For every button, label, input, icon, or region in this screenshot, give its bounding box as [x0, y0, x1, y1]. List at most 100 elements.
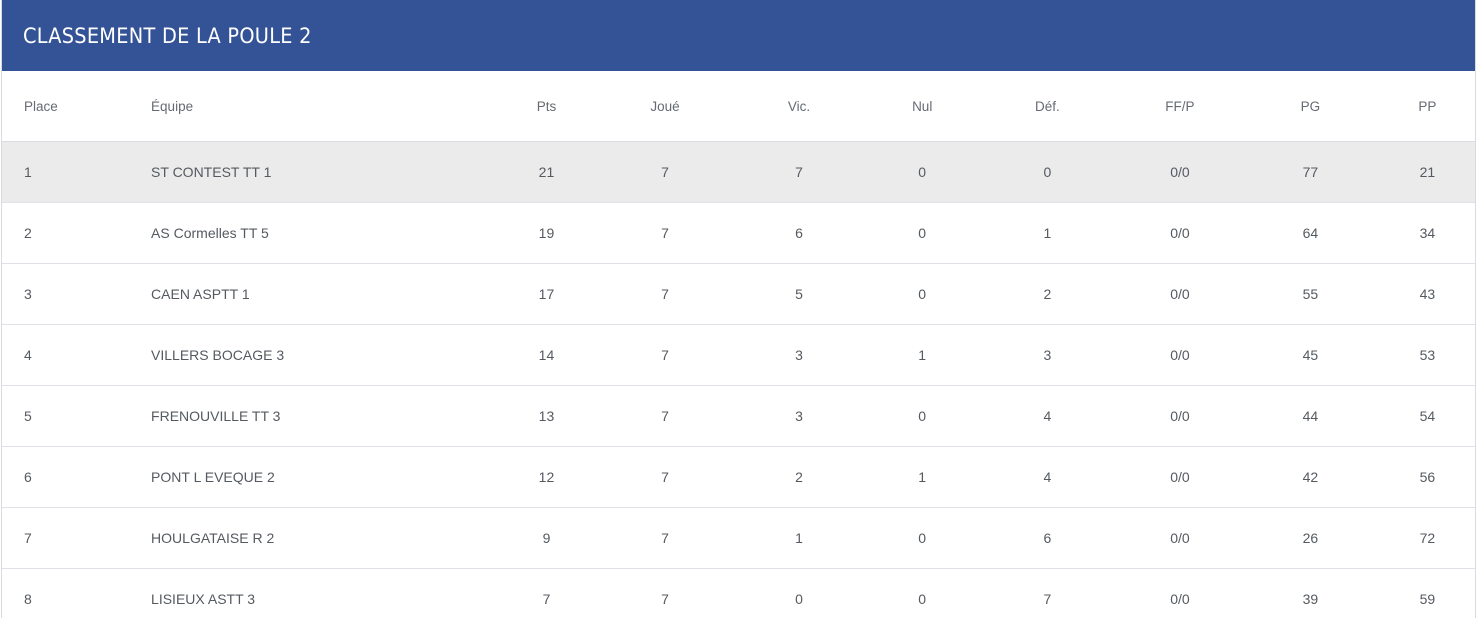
column-header-games-lost: PP — [1379, 71, 1475, 142]
cell-games-lost: 53 — [1419, 347, 1436, 363]
table-header: Place Équipe Pts Joué Vic. Nul Déf. FF/P… — [2, 71, 1475, 142]
cell-wins: 6 — [795, 225, 803, 241]
cell-forfeits: 0/0 — [1170, 164, 1190, 180]
table-row: 6 PONT L EVEQUE 2 12 7 2 1 4 0/0 42 56 — [2, 447, 1475, 508]
cell-games-lost: 43 — [1419, 286, 1436, 302]
cell-played: 7 — [661, 347, 669, 363]
cell-wins: 2 — [795, 469, 803, 485]
column-header-losses: Déf. — [976, 71, 1119, 142]
header-row: Place Équipe Pts Joué Vic. Nul Déf. FF/P… — [2, 71, 1475, 142]
cell-draws: 1 — [918, 469, 927, 485]
cell-team: HOULGATAISE R 2 — [151, 530, 275, 546]
cell-forfeits: 0/0 — [1170, 225, 1190, 241]
cell-played: 7 — [661, 408, 669, 424]
cell-wins: 3 — [795, 347, 803, 363]
cell-place: 6 — [24, 469, 32, 485]
table-row: 8 LISIEUX ASTT 3 7 7 0 0 7 0/0 39 59 — [2, 569, 1475, 618]
cell-place: 1 — [24, 164, 32, 180]
cell-team: VILLERS BOCAGE 3 — [151, 347, 285, 363]
cell-points: 12 — [538, 469, 555, 485]
cell-team: AS Cormelles TT 5 — [151, 225, 269, 241]
cell-draws: 0 — [918, 530, 927, 546]
cell-team: ST CONTEST TT 1 — [151, 164, 272, 180]
cell-forfeits: 0/0 — [1170, 286, 1190, 302]
cell-games-lost: 72 — [1419, 530, 1436, 546]
column-header-wins: Vic. — [729, 71, 869, 142]
cell-losses: 3 — [1043, 347, 1052, 363]
cell-draws: 0 — [918, 591, 927, 607]
column-header-games-won: PG — [1241, 71, 1380, 142]
cell-games-lost: 21 — [1419, 164, 1436, 180]
column-header-played: Joué — [600, 71, 730, 142]
column-header-forfeits: FF/P — [1118, 71, 1241, 142]
cell-games-won: 45 — [1302, 347, 1319, 363]
cell-games-won: 44 — [1302, 408, 1319, 424]
cell-games-won: 39 — [1302, 591, 1319, 607]
cell-forfeits: 0/0 — [1170, 469, 1190, 485]
cell-draws: 1 — [918, 347, 927, 363]
column-header-place: Place — [2, 71, 152, 142]
cell-place: 3 — [24, 286, 32, 302]
table-body: 1 ST CONTEST TT 1 21 7 7 0 0 0/0 77 21 2… — [2, 141, 1475, 618]
cell-forfeits: 0/0 — [1170, 408, 1190, 424]
table-row: 7 HOULGATAISE R 2 9 7 1 0 6 0/0 26 72 — [2, 508, 1475, 569]
cell-place: 8 — [24, 591, 32, 607]
cell-place: 4 — [24, 347, 32, 363]
cell-points: 21 — [538, 164, 555, 180]
cell-played: 7 — [661, 164, 669, 180]
column-header-draws: Nul — [868, 71, 977, 142]
table-row: 4 VILLERS BOCAGE 3 14 7 3 1 3 0/0 45 53 — [2, 325, 1475, 386]
cell-wins: 7 — [795, 164, 803, 180]
cell-losses: 4 — [1043, 408, 1052, 424]
cell-team: FRENOUVILLE TT 3 — [151, 408, 281, 424]
cell-games-won: 77 — [1302, 164, 1319, 180]
cell-losses: 7 — [1043, 591, 1052, 607]
cell-team: CAEN ASPTT 1 — [151, 286, 250, 302]
cell-games-won: 64 — [1302, 225, 1319, 241]
cell-team: PONT L EVEQUE 2 — [151, 469, 275, 485]
cell-forfeits: 0/0 — [1170, 347, 1190, 363]
table-row: 2 AS Cormelles TT 5 19 7 6 0 1 0/0 64 34 — [2, 203, 1475, 264]
cell-games-lost: 34 — [1419, 225, 1436, 241]
cell-played: 7 — [661, 530, 669, 546]
cell-draws: 0 — [918, 225, 927, 241]
cell-draws: 0 — [918, 286, 927, 302]
panel-header: CLASSEMENT DE LA POULE 2 — [2, 0, 1475, 71]
standings-table: Place Équipe Pts Joué Vic. Nul Déf. FF/P… — [2, 71, 1475, 618]
cell-team: LISIEUX ASTT 3 — [151, 591, 256, 607]
cell-wins: 0 — [795, 591, 803, 607]
cell-played: 7 — [661, 225, 669, 241]
table-row: 3 CAEN ASPTT 1 17 7 5 0 2 0/0 55 43 — [2, 264, 1475, 325]
cell-place: 5 — [24, 408, 32, 424]
cell-wins: 5 — [795, 286, 803, 302]
cell-played: 7 — [661, 591, 669, 607]
cell-points: 14 — [538, 347, 555, 363]
cell-games-lost: 56 — [1419, 469, 1436, 485]
cell-games-won: 55 — [1302, 286, 1319, 302]
cell-played: 7 — [661, 469, 669, 485]
cell-losses: 0 — [1043, 164, 1052, 180]
column-header-points: Pts — [492, 71, 601, 142]
cell-games-won: 26 — [1302, 530, 1319, 546]
cell-losses: 6 — [1043, 530, 1052, 546]
cell-losses: 1 — [1043, 225, 1052, 241]
cell-games-won: 42 — [1302, 469, 1319, 485]
cell-forfeits: 0/0 — [1170, 530, 1190, 546]
cell-points: 19 — [538, 225, 555, 241]
cell-played: 7 — [661, 286, 669, 302]
cell-wins: 1 — [795, 530, 803, 546]
table-row: 5 FRENOUVILLE TT 3 13 7 3 0 4 0/0 44 54 — [2, 386, 1475, 447]
table-row: 1 ST CONTEST TT 1 21 7 7 0 0 0/0 77 21 — [2, 141, 1475, 203]
cell-forfeits: 0/0 — [1170, 591, 1190, 607]
cell-place: 7 — [24, 530, 32, 546]
cell-wins: 3 — [795, 408, 803, 424]
cell-points: 9 — [542, 530, 551, 546]
panel-title: CLASSEMENT DE LA POULE 2 — [23, 23, 312, 48]
cell-draws: 0 — [918, 164, 927, 180]
cell-games-lost: 54 — [1419, 408, 1436, 424]
column-header-team: Équipe — [151, 71, 493, 142]
cell-losses: 4 — [1043, 469, 1052, 485]
cell-points: 13 — [538, 408, 555, 424]
cell-games-lost: 59 — [1419, 591, 1436, 607]
